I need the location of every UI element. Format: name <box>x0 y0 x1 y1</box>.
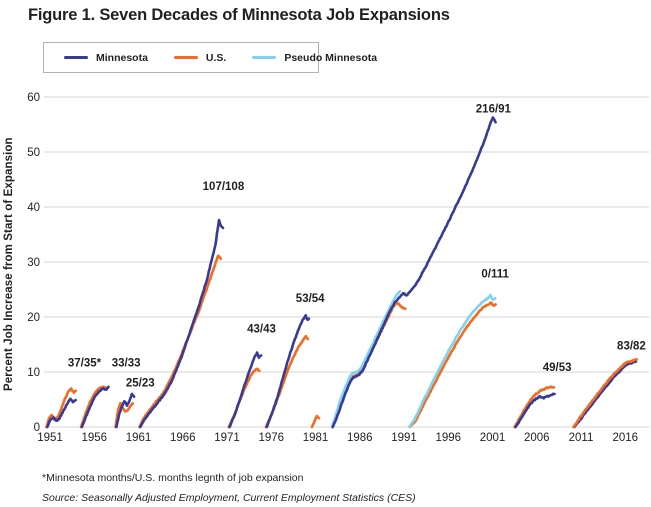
x-tick-label: 1976 <box>258 432 284 444</box>
series-path-us <box>513 385 556 429</box>
annotation-label: 37/35* <box>68 358 102 370</box>
series-path-minnesota <box>573 360 638 429</box>
legend-item-us: U.S. <box>173 51 227 64</box>
series-path-minnesota <box>80 385 110 429</box>
legend-item-pseudo: Pseudo Minnesota <box>252 52 377 64</box>
x-tick-label: 2011 <box>569 432 594 444</box>
annotation-label: 216/91 <box>476 104 512 116</box>
y-tick-label: 10 <box>27 367 40 379</box>
legend-label-minnesota: Minnesota <box>96 51 148 64</box>
annotation-label: 25/23 <box>126 377 155 389</box>
series-path-us <box>408 301 497 429</box>
x-tick-label: 1971 <box>214 432 240 444</box>
y-tick-label: 0 <box>34 422 40 434</box>
x-tick-label: 1966 <box>170 432 196 444</box>
x-tick-label: 1961 <box>126 432 152 444</box>
series-path-us <box>572 358 639 429</box>
x-tick-label: 1986 <box>347 432 373 444</box>
y-tick-label: 50 <box>27 147 40 159</box>
annotation-label: 53/54 <box>296 293 325 305</box>
x-tick-label: 1991 <box>391 432 417 444</box>
series-path-minnesota <box>139 218 225 429</box>
series-path-us <box>45 387 77 429</box>
annotation-label: 43/43 <box>247 324 276 336</box>
annotation-label: 33/33 <box>112 358 141 370</box>
y-tick-label: 60 <box>27 92 40 104</box>
x-tick-label: 2001 <box>480 432 506 444</box>
y-tick-label: 30 <box>27 257 40 269</box>
source-note: Source: Seasonally Adjusted Employment, … <box>42 492 416 504</box>
legend-label-pseudo: Pseudo Minnesota <box>284 51 378 64</box>
series-path-minnesota <box>331 116 497 429</box>
y-tick-label: 20 <box>27 312 40 324</box>
annotation-label: 83/82 <box>617 341 646 353</box>
annotation-label: 49/53 <box>543 362 572 374</box>
series-path-minnesota <box>265 314 311 429</box>
legend-box: Minnesota U.S. Pseudo Minnesota <box>43 42 377 73</box>
series-path-pseudo <box>408 293 497 429</box>
chart-title: Figure 1. Seven Decades of Minnesota Job… <box>28 6 450 24</box>
x-tick-label: 2006 <box>524 432 550 444</box>
x-tick-label: 1981 <box>303 432 329 444</box>
series-path-us <box>310 414 321 429</box>
annotation-label: 107/108 <box>203 181 245 193</box>
footnote: *Minnesota months/U.S. months legnth of … <box>42 472 304 484</box>
us-line-swatch-icon <box>173 55 198 60</box>
series-path-minnesota <box>228 351 263 429</box>
annotation-label: 0/111 <box>481 269 509 281</box>
y-tick-label: 40 <box>27 202 40 214</box>
series-path-minnesota <box>514 392 556 429</box>
legend-item-minnesota: Minnesota <box>64 52 148 64</box>
legend-label-us: U.S. <box>205 51 227 64</box>
x-tick-label: 2016 <box>612 432 638 444</box>
series-path-minnesota <box>46 397 77 429</box>
series-path-us <box>331 301 407 429</box>
x-tick-label: 1951 <box>37 432 63 444</box>
x-tick-label: 1956 <box>81 432 107 444</box>
pseudo-line-swatch-icon <box>252 55 277 60</box>
x-tick-label: 1996 <box>435 432 461 444</box>
series-path-us <box>79 385 110 429</box>
series-path-us <box>138 254 223 429</box>
minnesota-line-swatch-icon <box>64 55 88 60</box>
series-path-minnesota <box>115 392 136 429</box>
series-path-pseudo <box>330 289 402 429</box>
series-path-us <box>114 401 134 429</box>
